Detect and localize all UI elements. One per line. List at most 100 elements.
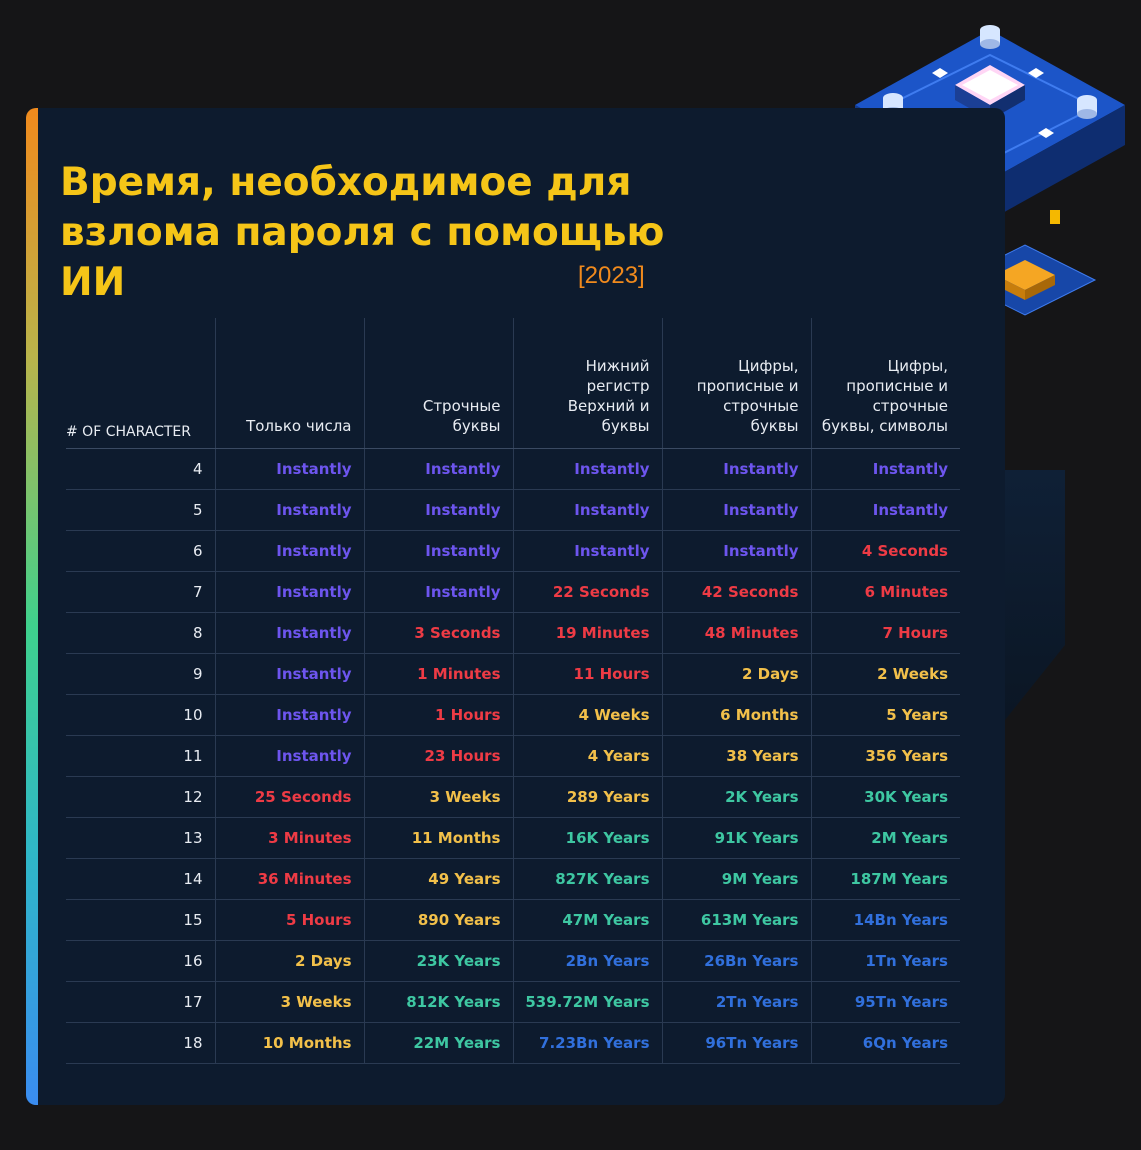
- character-count-cell: 9: [66, 653, 215, 695]
- crack-time-cell: 2Bn Years: [512, 940, 662, 982]
- crack-time-cell: 2K Years: [661, 776, 811, 818]
- crack-time-cell: 4 Weeks: [512, 694, 662, 736]
- crack-time-cell: 3 Weeks: [363, 776, 513, 818]
- header-digits-upper-lower: Цифры, прописные и строчные буквы: [661, 318, 811, 449]
- crack-time-cell: 95Tn Years: [810, 981, 960, 1023]
- character-count-cell: 7: [66, 571, 215, 613]
- crack-time-cell: Instantly: [661, 489, 811, 531]
- table-row: 16 2 Days 23K Years 2Bn Years 26Bn Years 1Tn …: [66, 940, 960, 982]
- character-count-cell: 10: [66, 694, 215, 736]
- table-row: 17 3 Weeks 812K Years 539.72M Years 2Tn Year…: [66, 981, 960, 1023]
- crack-time-cell: Instantly: [661, 448, 811, 490]
- header-characters: # OF CHARACTER: [66, 318, 215, 449]
- character-count-cell: 5: [66, 489, 215, 531]
- crack-time-cell: Instantly: [512, 530, 662, 572]
- crack-time-cell: Instantly: [214, 530, 364, 572]
- table-row: 14 36 Minutes 49 Years 827K Years 9M Years 18…: [66, 858, 960, 900]
- crack-time-cell: 14Bn Years: [810, 899, 960, 941]
- character-count-cell: 16: [66, 940, 215, 982]
- crack-time-cell: 48 Minutes: [661, 612, 811, 654]
- card-depth-side: [1005, 470, 1065, 720]
- crack-time-cell: 23 Hours: [363, 735, 513, 777]
- crack-time-cell: 1 Minutes: [363, 653, 513, 695]
- year-label: [2023]: [578, 262, 645, 289]
- crack-time-cell: 2Tn Years: [661, 981, 811, 1023]
- crack-time-cell: Instantly: [363, 530, 513, 572]
- table-row: 11 Instantly 23 Hours 4 Years 38 Years 356 Ye…: [66, 735, 960, 777]
- crack-time-cell: 6Qn Years: [810, 1022, 960, 1064]
- crack-time-cell: 1 Hours: [363, 694, 513, 736]
- crack-time-cell: 16K Years: [512, 817, 662, 859]
- crack-time-cell: Instantly: [363, 571, 513, 613]
- character-count-cell: 8: [66, 612, 215, 654]
- crack-time-cell: Instantly: [214, 735, 364, 777]
- header-digits-upper-lower-symbols: Цифры, прописные и строчные буквы, симво…: [810, 318, 960, 449]
- crack-time-cell: 7 Hours: [810, 612, 960, 654]
- crack-time-cell: 26Bn Years: [661, 940, 811, 982]
- page-title: Время, необходимое для взлома пароля с п…: [60, 160, 665, 305]
- header-upper-lower: Нижний регистр Верхний и буквы: [512, 318, 662, 449]
- table-body: 4 Instantly Instantly Instantly Instantly Ins…: [66, 448, 960, 1064]
- character-count-cell: 11: [66, 735, 215, 777]
- crack-time-cell: 356 Years: [810, 735, 960, 777]
- header-row: # OF CHARACTER Только числа Строчные бук…: [66, 318, 960, 449]
- crack-time-cell: 25 Seconds: [214, 776, 364, 818]
- crack-time-cell: 38 Years: [661, 735, 811, 777]
- table-row: 18 10 Months 22M Years 7.23Bn Years 96Tn Yea…: [66, 1022, 960, 1064]
- crack-time-cell: 613M Years: [661, 899, 811, 941]
- crack-time-cell: 22 Seconds: [512, 571, 662, 613]
- crack-time-cell: 827K Years: [512, 858, 662, 900]
- crack-time-cell: Instantly: [512, 489, 662, 531]
- crack-time-cell: Instantly: [512, 448, 662, 490]
- crack-time-cell: 91K Years: [661, 817, 811, 859]
- crack-time-cell: 4 Years: [512, 735, 662, 777]
- crack-time-cell: Instantly: [214, 694, 364, 736]
- header-lowercase: Строчные буквы: [363, 318, 513, 449]
- crack-time-cell: 10 Months: [214, 1022, 364, 1064]
- crack-time-cell: Instantly: [661, 530, 811, 572]
- crack-time-cell: 7.23Bn Years: [512, 1022, 662, 1064]
- crack-time-cell: 5 Years: [810, 694, 960, 736]
- crack-time-cell: 47M Years: [512, 899, 662, 941]
- crack-time-cell: 30K Years: [810, 776, 960, 818]
- crack-time-cell: 36 Minutes: [214, 858, 364, 900]
- crack-time-cell: 3 Minutes: [214, 817, 364, 859]
- crack-time-cell: 289 Years: [512, 776, 662, 818]
- crack-time-cell: 890 Years: [363, 899, 513, 941]
- table-row: 10 Instantly 1 Hours 4 Weeks 6 Months 5 Years: [66, 694, 960, 736]
- table-row: 9 Instantly 1 Minutes 11 Hours 2 Days 2 Weeks: [66, 653, 960, 695]
- crack-time-cell: Instantly: [214, 612, 364, 654]
- table-row: 5 Instantly Instantly Instantly Instantly Ins…: [66, 489, 960, 531]
- crack-time-cell: 6 Months: [661, 694, 811, 736]
- crack-time-cell: 4 Seconds: [810, 530, 960, 572]
- character-count-cell: 18: [66, 1022, 215, 1064]
- crack-time-cell: Instantly: [214, 489, 364, 531]
- gradient-accent-bar: [26, 108, 38, 1105]
- crack-time-cell: 2 Days: [661, 653, 811, 695]
- crack-time-cell: Instantly: [363, 489, 513, 531]
- table-row: 13 3 Minutes 11 Months 16K Years 91K Years 2M…: [66, 817, 960, 859]
- crack-time-cell: 5 Hours: [214, 899, 364, 941]
- crack-time-cell: Instantly: [214, 653, 364, 695]
- character-count-cell: 12: [66, 776, 215, 818]
- crack-time-cell: 3 Seconds: [363, 612, 513, 654]
- crack-time-cell: 6 Minutes: [810, 571, 960, 613]
- crack-time-cell: Instantly: [214, 448, 364, 490]
- crack-time-cell: 23K Years: [363, 940, 513, 982]
- character-count-cell: 4: [66, 448, 215, 490]
- character-count-cell: 15: [66, 899, 215, 941]
- table-row: 6 Instantly Instantly Instantly Instantly 4 S…: [66, 530, 960, 572]
- character-count-cell: 14: [66, 858, 215, 900]
- crack-time-cell: 812K Years: [363, 981, 513, 1023]
- table-row: 8 Instantly 3 Seconds 19 Minutes 48 Minutes 7…: [66, 612, 960, 654]
- header-numbers-only: Только числа: [214, 318, 364, 449]
- crack-time-cell: 1Tn Years: [810, 940, 960, 982]
- crack-time-cell: Instantly: [363, 448, 513, 490]
- crack-time-cell: 2M Years: [810, 817, 960, 859]
- crack-time-cell: 3 Weeks: [214, 981, 364, 1023]
- character-count-cell: 6: [66, 530, 215, 572]
- crack-time-cell: 49 Years: [363, 858, 513, 900]
- crack-time-cell: 96Tn Years: [661, 1022, 811, 1064]
- table-row: 7 Instantly Instantly 22 Seconds 42 Seconds 6…: [66, 571, 960, 613]
- crack-time-cell: 11 Hours: [512, 653, 662, 695]
